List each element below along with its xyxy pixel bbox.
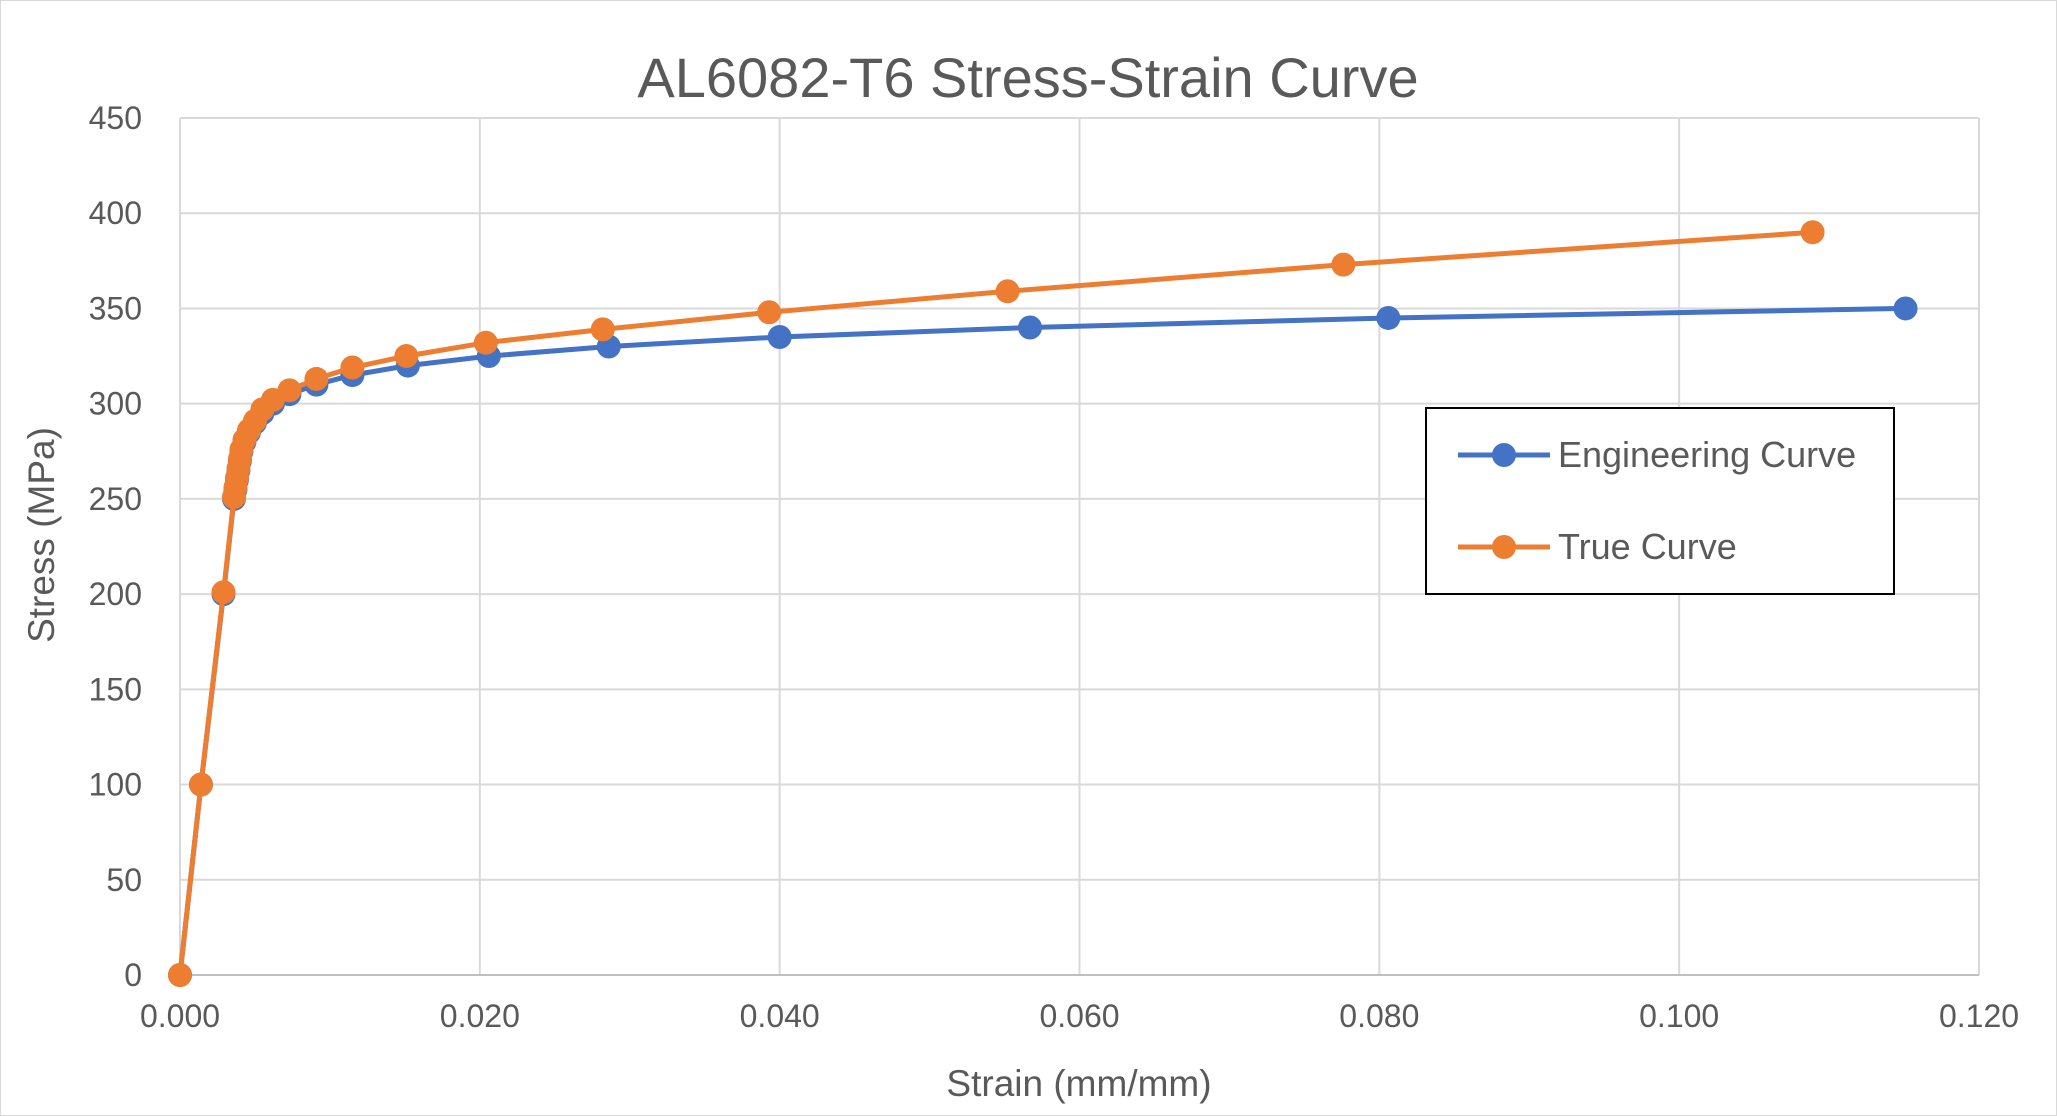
- true-curve-point: [211, 580, 236, 605]
- x-tick-label: 0.040: [740, 998, 820, 1034]
- x-tick-label: 0.100: [1639, 998, 1719, 1034]
- axes: [179, 118, 1979, 976]
- true-curve-point: [188, 772, 213, 797]
- y-tick-label: 0: [124, 957, 142, 993]
- legend-engineering-label: Engineering Curve: [1558, 434, 1856, 475]
- legend-true-label: True Curve: [1558, 526, 1737, 567]
- true-curve-point: [340, 355, 365, 380]
- true-curve-point: [277, 378, 302, 403]
- x-tick-label: 0.000: [140, 998, 220, 1034]
- y-tick-label: 250: [89, 481, 142, 517]
- y-tick-label: 300: [89, 386, 142, 422]
- x-tick-label: 0.080: [1339, 998, 1419, 1034]
- y-tick-label: 150: [89, 671, 142, 707]
- true-curve-point: [168, 963, 192, 987]
- true-curve-series: [168, 220, 1825, 987]
- y-axis-title: Stress (MPa): [21, 427, 62, 643]
- engineering-curve-point: [1893, 296, 1918, 321]
- x-tick-label: 0.120: [1939, 998, 2019, 1034]
- engineering-curve-point: [1376, 305, 1401, 330]
- legend-box: [1425, 407, 1895, 595]
- engineering-curve-point: [767, 325, 792, 350]
- true-curve-point: [394, 344, 419, 369]
- legend-engineering-marker: [1492, 443, 1516, 467]
- grid-lines: [180, 117, 1980, 975]
- true-curve-point: [304, 366, 329, 391]
- legend-true-marker: [1492, 535, 1516, 559]
- true-curve-point: [1331, 252, 1356, 277]
- true-curve-point: [995, 279, 1020, 304]
- y-tick-label: 100: [89, 767, 142, 803]
- true-curve-point: [473, 330, 498, 355]
- x-axis-title: Strain (mm/mm): [946, 1063, 1211, 1104]
- y-tick-label: 200: [89, 576, 142, 612]
- legend: Engineering Curve True Curve: [1425, 407, 1895, 595]
- true-curve-point: [757, 300, 782, 325]
- y-tick-label: 400: [89, 195, 142, 231]
- data-series: [168, 220, 1918, 987]
- x-tick-label: 0.020: [440, 998, 520, 1034]
- true-curve-point: [590, 317, 615, 342]
- x-tick-label: 0.060: [1039, 998, 1119, 1034]
- y-tick-label: 450: [89, 100, 142, 136]
- tick-labels: 0 50 100 150 200 250 300 350 400 450 0.000 0.020 0.0…: [89, 100, 2019, 1034]
- engineering-curve-point: [1018, 315, 1043, 340]
- y-tick-label: 350: [89, 290, 142, 326]
- true-curve-point: [1800, 220, 1825, 245]
- true-curve-line: [177, 229, 1813, 976]
- chart-title: AL6082-T6 Stress-Strain Curve: [637, 46, 1418, 109]
- engineering-curve-series: [168, 296, 1918, 987]
- y-tick-label: 50: [106, 862, 142, 898]
